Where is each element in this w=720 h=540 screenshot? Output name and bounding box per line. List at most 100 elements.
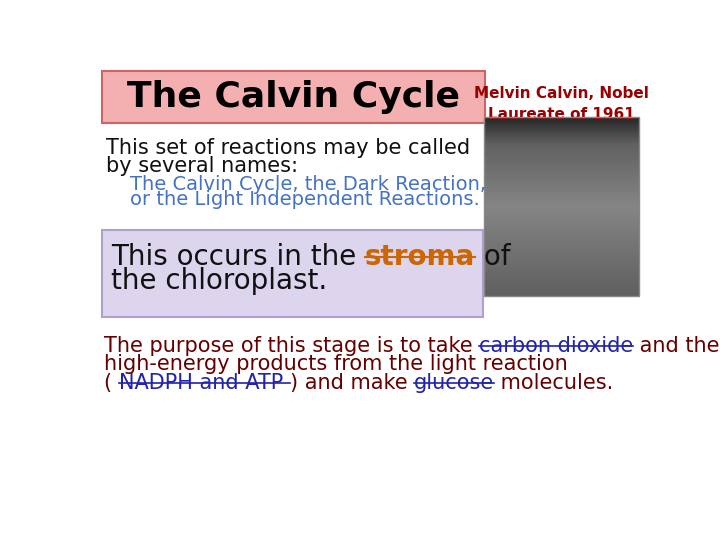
Bar xyxy=(484,254,639,255)
Bar xyxy=(484,140,639,141)
Bar xyxy=(484,175,639,176)
Bar xyxy=(484,202,639,204)
Bar xyxy=(484,178,639,179)
Bar xyxy=(484,283,639,284)
Bar xyxy=(484,187,639,188)
Bar xyxy=(484,273,639,274)
Bar xyxy=(484,226,639,227)
Text: glucose: glucose xyxy=(414,373,494,393)
Bar xyxy=(484,151,639,152)
FancyBboxPatch shape xyxy=(102,231,483,316)
Bar xyxy=(484,180,639,181)
Bar xyxy=(484,130,639,131)
Bar xyxy=(484,197,639,198)
Bar xyxy=(484,232,639,233)
Bar xyxy=(484,282,639,283)
Bar xyxy=(484,234,639,235)
Bar xyxy=(484,189,639,190)
Bar xyxy=(484,220,639,221)
Bar xyxy=(484,225,639,226)
Bar xyxy=(484,167,639,168)
Bar xyxy=(484,262,639,264)
Bar xyxy=(484,275,639,276)
Text: of: of xyxy=(475,242,510,271)
Bar xyxy=(484,221,639,222)
Bar xyxy=(484,141,639,142)
Bar xyxy=(484,284,639,285)
Bar xyxy=(484,190,639,191)
Bar xyxy=(484,219,639,220)
Bar xyxy=(484,155,639,156)
Bar xyxy=(484,265,639,266)
Bar xyxy=(484,247,639,248)
Bar xyxy=(484,193,639,194)
Bar xyxy=(484,198,639,199)
Bar xyxy=(484,177,639,178)
Bar xyxy=(484,148,639,150)
Bar xyxy=(484,285,639,286)
Bar xyxy=(484,227,639,228)
Text: the chloroplast.: the chloroplast. xyxy=(111,267,327,294)
Bar xyxy=(484,218,639,219)
Bar xyxy=(484,228,639,229)
Text: by several names:: by several names: xyxy=(106,156,297,176)
Bar xyxy=(484,154,639,155)
Bar xyxy=(484,128,639,129)
Bar xyxy=(484,207,639,208)
Bar xyxy=(484,279,639,280)
Bar xyxy=(484,133,639,134)
Bar xyxy=(484,191,639,192)
Bar xyxy=(484,139,639,140)
Bar xyxy=(484,241,639,242)
Bar xyxy=(484,209,639,210)
Bar xyxy=(484,208,639,209)
Bar xyxy=(484,182,639,183)
Bar xyxy=(484,253,639,254)
Bar xyxy=(484,199,639,200)
Bar xyxy=(484,183,639,184)
Bar xyxy=(484,150,639,151)
Bar xyxy=(484,249,639,251)
Text: molecules.: molecules. xyxy=(494,373,613,393)
Text: Melvin Calvin, Nobel
Laureate of 1961: Melvin Calvin, Nobel Laureate of 1961 xyxy=(474,86,649,123)
Bar xyxy=(484,242,639,244)
Bar xyxy=(484,137,639,138)
Bar xyxy=(484,188,639,189)
Bar xyxy=(484,287,639,288)
Bar xyxy=(484,192,639,193)
Bar xyxy=(484,235,639,236)
Bar xyxy=(484,261,639,262)
Bar xyxy=(484,168,639,170)
Bar xyxy=(484,260,639,261)
Bar xyxy=(484,117,639,118)
Text: This set of reactions may be called: This set of reactions may be called xyxy=(106,138,469,158)
Bar xyxy=(484,214,639,215)
Bar xyxy=(484,119,639,120)
Text: The purpose of this stage is to take: The purpose of this stage is to take xyxy=(104,336,480,356)
Bar xyxy=(484,231,639,232)
Bar xyxy=(484,230,639,231)
Text: The Calvin Cycle, the Dark Reaction,: The Calvin Cycle, the Dark Reaction, xyxy=(130,175,486,194)
Bar xyxy=(484,142,639,143)
Bar xyxy=(484,123,639,124)
Bar xyxy=(484,293,639,294)
Bar xyxy=(484,145,639,146)
Bar xyxy=(484,174,639,175)
Bar xyxy=(484,121,639,122)
Bar xyxy=(484,118,639,119)
Bar xyxy=(484,134,639,135)
Bar xyxy=(484,268,639,269)
Text: carbon dioxide: carbon dioxide xyxy=(480,336,634,356)
Bar xyxy=(484,172,639,173)
Bar xyxy=(484,280,639,281)
Bar xyxy=(484,161,639,162)
Bar xyxy=(484,195,639,197)
Bar xyxy=(484,251,639,252)
Bar xyxy=(484,206,639,207)
Bar xyxy=(484,211,639,212)
Bar xyxy=(484,181,639,182)
Bar xyxy=(484,269,639,271)
Text: ) and make: ) and make xyxy=(289,373,414,393)
Text: (: ( xyxy=(104,373,119,393)
Bar xyxy=(484,289,639,291)
